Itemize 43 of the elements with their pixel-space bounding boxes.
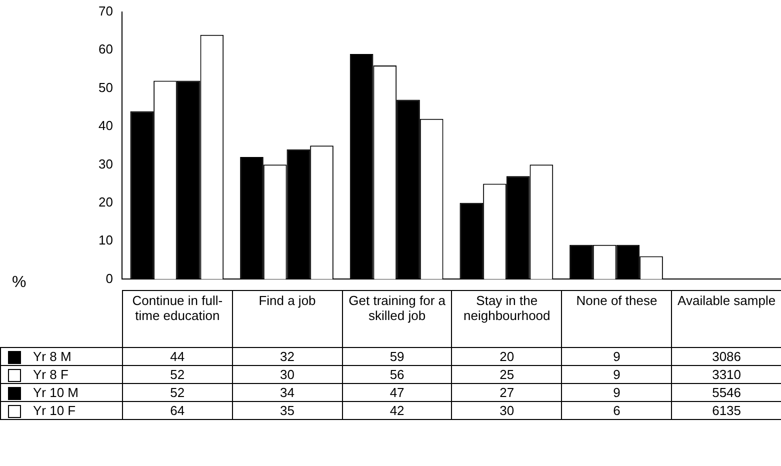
y-tick-label: 40 [98,118,113,134]
y-tick-label: 60 [98,42,113,57]
data-label: 9 [562,366,672,384]
y-tick-label: 30 [98,156,113,172]
data-label: 20 [452,348,562,366]
data-label: 52 [122,384,232,402]
data-label: 9 [562,384,672,402]
legend-label: Yr 8 M [33,349,72,364]
legend-label: Yr 10 M [33,385,79,400]
text: 3310 [712,367,742,382]
data-label: 42 [342,402,452,420]
x-tick-label: Stay in the neighbourhood [452,290,562,348]
x-tick-label: Find a job [232,290,342,348]
data-label: 64 [122,402,232,420]
data-label: 47 [342,384,452,402]
data-label: 59 [342,348,452,366]
data-label: 52 [122,366,232,384]
x-tick-label: Get training for a skilled job [342,290,452,348]
data-label: 32 [232,348,342,366]
text: 5546 [712,385,742,400]
data-label: 30 [452,402,562,420]
y-tick-label: 10 [98,232,113,248]
data-label: 34 [232,384,342,402]
text: 3086 [712,349,742,364]
data-label: 30 [232,366,342,384]
y-tick-label: 20 [98,194,113,210]
y-tick-label: 0 [106,270,113,286]
x-tick-label: Available sample [672,290,781,348]
data-label: 9 [562,348,672,366]
data-label: 35 [232,402,342,420]
y-tick-label: 50 [98,80,113,95]
data-label: 6 [562,402,672,420]
y-tick-label: 70 [98,4,113,19]
legend-label: Yr 8 F [33,367,68,382]
data-label: 44 [122,348,232,366]
data-label: 25 [452,366,562,384]
data-label: 27 [452,384,562,402]
x-tick-label: None of these [562,290,672,348]
text: 6135 [712,403,742,418]
x-tick-label: Continue in full-time education [122,290,232,348]
legend-label: Yr 10 F [33,403,76,418]
data-label: 56 [342,366,452,384]
y-axis-title: % [12,274,26,292]
